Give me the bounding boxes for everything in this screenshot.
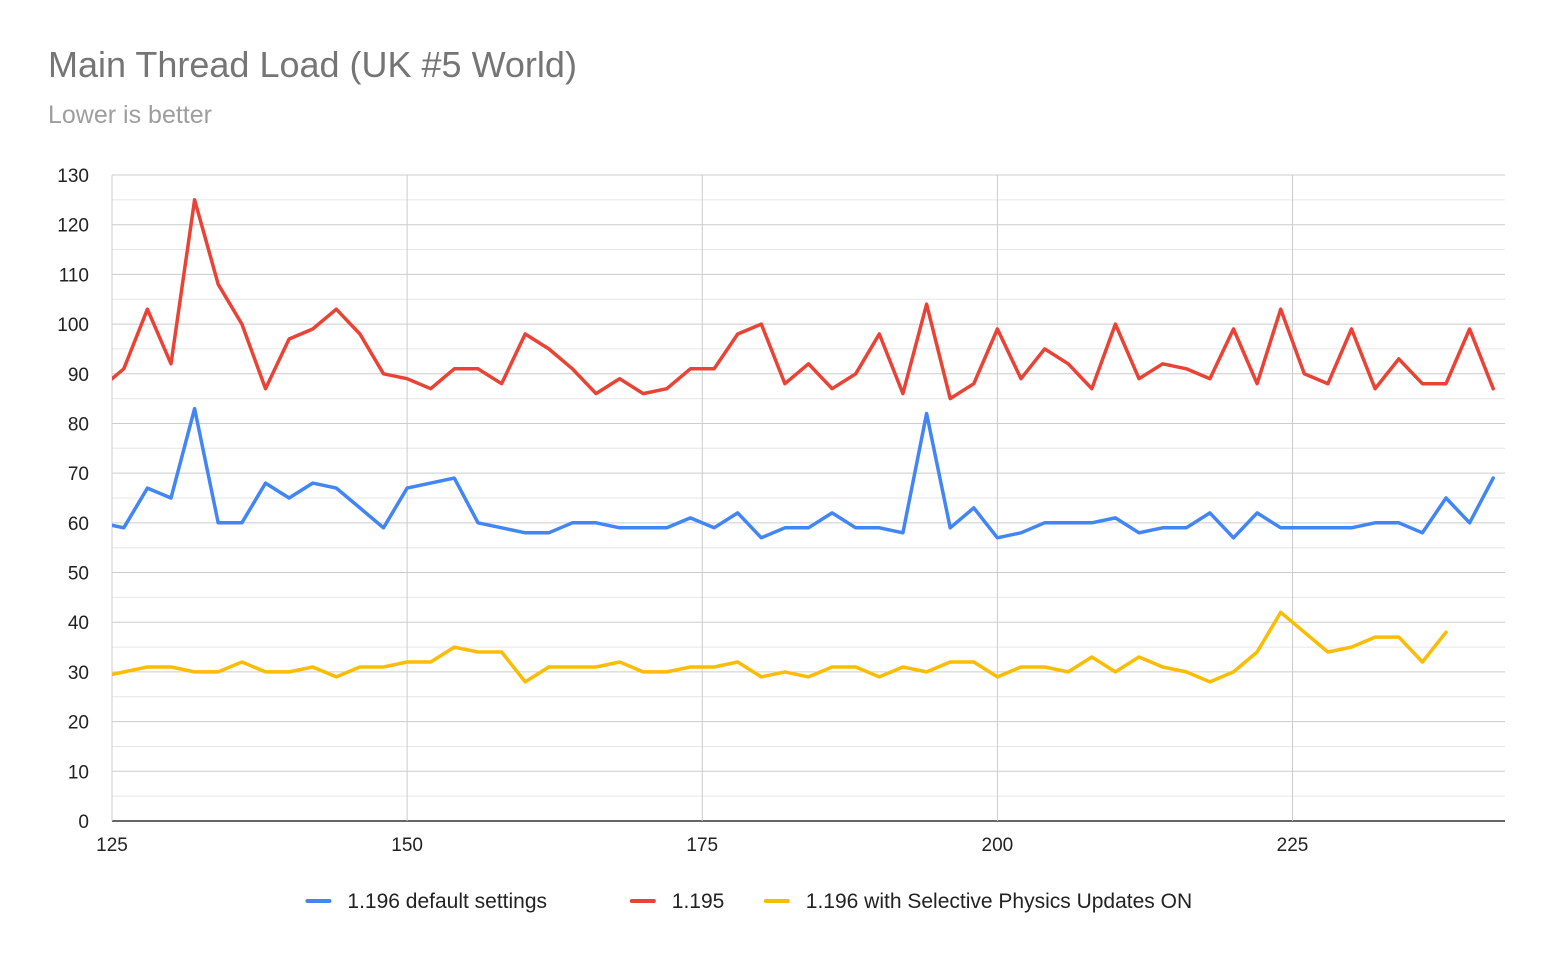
legend-item-3: 1.196 with Selective Physics Updates ON [763,890,1192,913]
x-tick-label: 150 [391,835,423,856]
y-tick-label: 10 [68,762,89,783]
y-tick-label: 70 [68,464,89,485]
chart-subtitle: Lower is better [48,101,212,129]
axis-tick-labels: 0 10 20 30 40 50 60 70 80 90 100 110 120 130 125 150 175… [57,166,1308,856]
y-tick-label: 20 [68,713,89,734]
series-lines [112,198,1495,684]
series-line-2 [112,198,1495,401]
legend-item-2: 1.195 [629,890,725,913]
y-tick-label: 40 [68,613,89,634]
y-tick-label: 130 [57,166,89,187]
x-tick-label: 225 [1277,835,1309,856]
legend-label: 1.196 default settings [347,890,547,913]
chart-title: Main Thread Load (UK #5 World) [48,44,577,85]
x-tick-label: 125 [96,835,128,856]
y-tick-label: 30 [68,663,89,684]
y-tick-label: 60 [68,514,89,535]
legend: 1.196 default settings 1.195 1.196 with Se… [305,890,1192,913]
y-tick-label: 80 [68,414,89,435]
legend-label: 1.196 with Selective Physics Updates ON [806,890,1192,913]
series-line-3 [112,610,1448,684]
grid-lines [111,174,1505,822]
y-tick-label: 0 [78,812,89,833]
y-tick-label: 120 [57,216,89,237]
y-tick-label: 50 [68,564,89,585]
legend-label: 1.195 [672,890,725,913]
y-tick-label: 110 [59,265,89,286]
x-tick-label: 175 [686,835,718,856]
y-tick-label: 100 [57,315,89,336]
x-tick-label: 200 [982,835,1014,856]
y-tick-label: 90 [68,365,89,386]
legend-item-1: 1.196 default settings [305,890,547,913]
series-line-1 [112,406,1495,540]
